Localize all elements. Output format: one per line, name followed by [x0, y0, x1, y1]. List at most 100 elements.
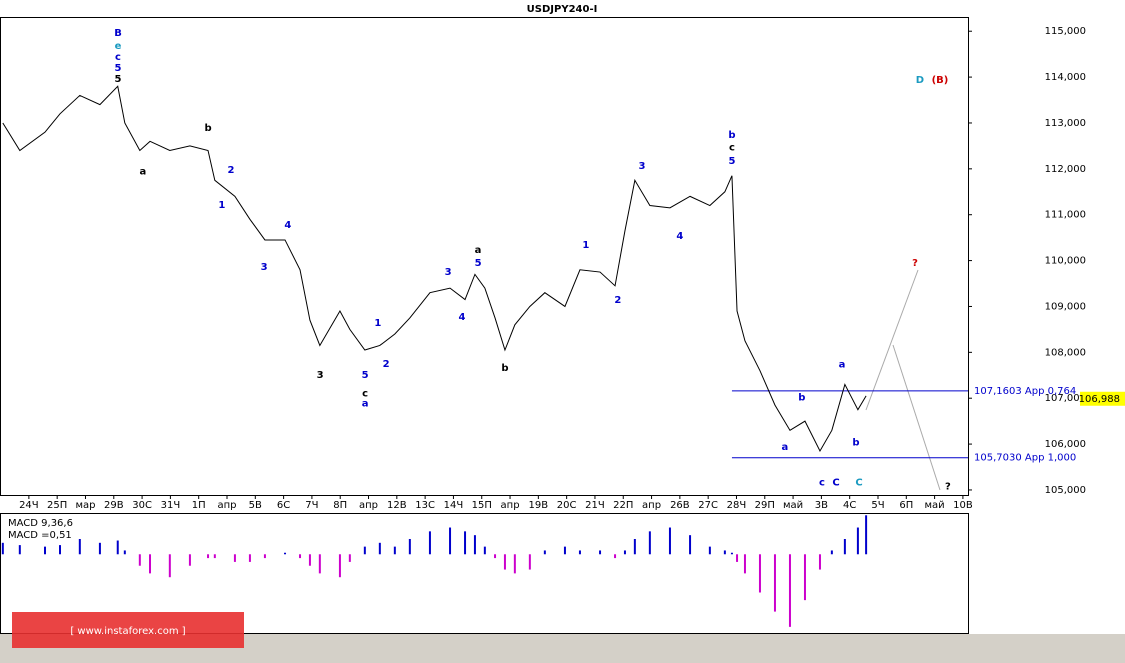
wave-label: 5: [115, 74, 122, 85]
x-tick-label: 24Ч: [19, 500, 39, 511]
x-tick-label: 6П: [899, 500, 913, 511]
wave-label: c: [819, 478, 825, 489]
watermark-box: [12, 612, 244, 648]
projection-line: [892, 344, 941, 491]
y-tick-label: 112,000: [1045, 164, 1086, 175]
x-tick-label: 19В: [529, 500, 549, 511]
x-tick-label: май: [925, 500, 945, 511]
x-tick-label: 4С: [843, 500, 856, 511]
y-tick-label: 109,000: [1045, 301, 1086, 312]
x-tick-label: 20С: [557, 500, 577, 511]
wave-label: 2: [383, 359, 390, 370]
y-tick-label: 107,000: [1045, 393, 1086, 404]
x-tick-label: 10В: [953, 500, 973, 511]
x-tick-label: апр: [642, 500, 661, 511]
wave-label: b: [204, 123, 211, 134]
level-label: 107,1603 App 0,764: [974, 386, 1076, 397]
x-tick-label: 30С: [132, 500, 152, 511]
wave-label: b: [501, 363, 508, 374]
x-tick-label: 28Ч: [727, 500, 747, 511]
macd-title: MACD 9,36,6: [8, 518, 73, 529]
x-tick-label: май: [783, 500, 803, 511]
wave-label: b: [728, 130, 735, 141]
x-tick-label: 1П: [192, 500, 206, 511]
x-tick-label: 5В: [249, 500, 262, 511]
x-tick-label: 6С: [277, 500, 290, 511]
x-tick-label: 5Ч: [871, 500, 884, 511]
wave-label: 5: [362, 370, 369, 381]
x-tick-label: 14Ч: [444, 500, 464, 511]
x-tick-label: мар: [75, 500, 95, 511]
x-tick-label: 21Ч: [585, 500, 605, 511]
wave-label: 5: [115, 63, 122, 74]
wave-label: ?: [912, 258, 918, 269]
wave-label: 1: [582, 240, 589, 251]
wave-label: 1: [218, 200, 225, 211]
x-tick-label: 7Ч: [305, 500, 318, 511]
y-tick-label: 111,000: [1045, 210, 1086, 221]
current-price-label: 106,988: [1079, 394, 1120, 405]
wave-label: D: [916, 75, 924, 86]
wave-label: c: [115, 52, 121, 63]
wave-label: a: [781, 442, 788, 453]
x-tick-label: 15П: [472, 500, 492, 511]
wave-label: 5: [475, 258, 482, 269]
wave-label: C: [832, 478, 839, 489]
x-tick-label: 3В: [815, 500, 828, 511]
wave-label: 4: [284, 220, 291, 231]
x-tick-label: 8П: [333, 500, 347, 511]
macd-value: MACD =0,51: [8, 530, 72, 541]
macd-panel: [0, 513, 969, 634]
x-tick-label: 31Ч: [161, 500, 181, 511]
wave-label: a: [362, 399, 369, 410]
wave-label: 3: [317, 370, 324, 381]
wave-label: (B): [932, 75, 949, 86]
wave-label: C: [855, 478, 862, 489]
x-tick-label: 22П: [613, 500, 633, 511]
level-label: 105,7030 App 1,000: [974, 453, 1076, 464]
wave-label: 3: [638, 161, 645, 172]
y-tick-label: 113,000: [1045, 118, 1086, 129]
wave-label: e: [115, 41, 122, 52]
x-tick-label: 27С: [698, 500, 718, 511]
wave-label: 1: [374, 318, 381, 329]
y-tick-label: 108,000: [1045, 347, 1086, 358]
wave-label: 3: [261, 262, 268, 273]
x-tick-label: 26В: [670, 500, 690, 511]
y-tick-label: 114,000: [1045, 72, 1086, 83]
wave-label: 2: [227, 165, 234, 176]
current-price-box: [1080, 391, 1125, 406]
wave-label: 3: [445, 267, 452, 278]
x-tick-label: 29П: [755, 500, 775, 511]
x-tick-label: апр: [359, 500, 378, 511]
y-tick-label: 115,000: [1045, 26, 1086, 37]
wave-label: a: [140, 167, 147, 178]
wave-label: a: [475, 245, 482, 256]
wave-label: a: [839, 360, 846, 371]
wave-label: ?: [945, 482, 951, 493]
x-tick-label: апр: [217, 500, 236, 511]
wave-label: 2: [614, 295, 621, 306]
wave-label: 5: [728, 156, 735, 167]
wave-label: b: [852, 438, 859, 449]
wave-label: 4: [676, 231, 683, 242]
y-tick-label: 110,000: [1045, 256, 1086, 267]
chart-title: USDJPY240-I: [527, 4, 598, 15]
watermark: [ www.instaforex.com ]: [70, 626, 185, 637]
x-tick-label: 29В: [104, 500, 124, 511]
wave-label: B: [114, 28, 122, 39]
wave-label: b: [798, 393, 805, 404]
x-tick-label: 12В: [387, 500, 407, 511]
x-tick-label: 13С: [415, 500, 435, 511]
wave-label: c: [362, 389, 368, 400]
x-tick-label: апр: [501, 500, 520, 511]
wave-label: c: [729, 143, 735, 154]
wave-label: 4: [458, 312, 465, 323]
price-line: [2, 85, 867, 453]
y-tick-label: 105,000: [1045, 485, 1086, 496]
y-tick-label: 106,000: [1045, 439, 1086, 450]
price-panel: [0, 17, 969, 496]
projection-line: [865, 269, 919, 411]
